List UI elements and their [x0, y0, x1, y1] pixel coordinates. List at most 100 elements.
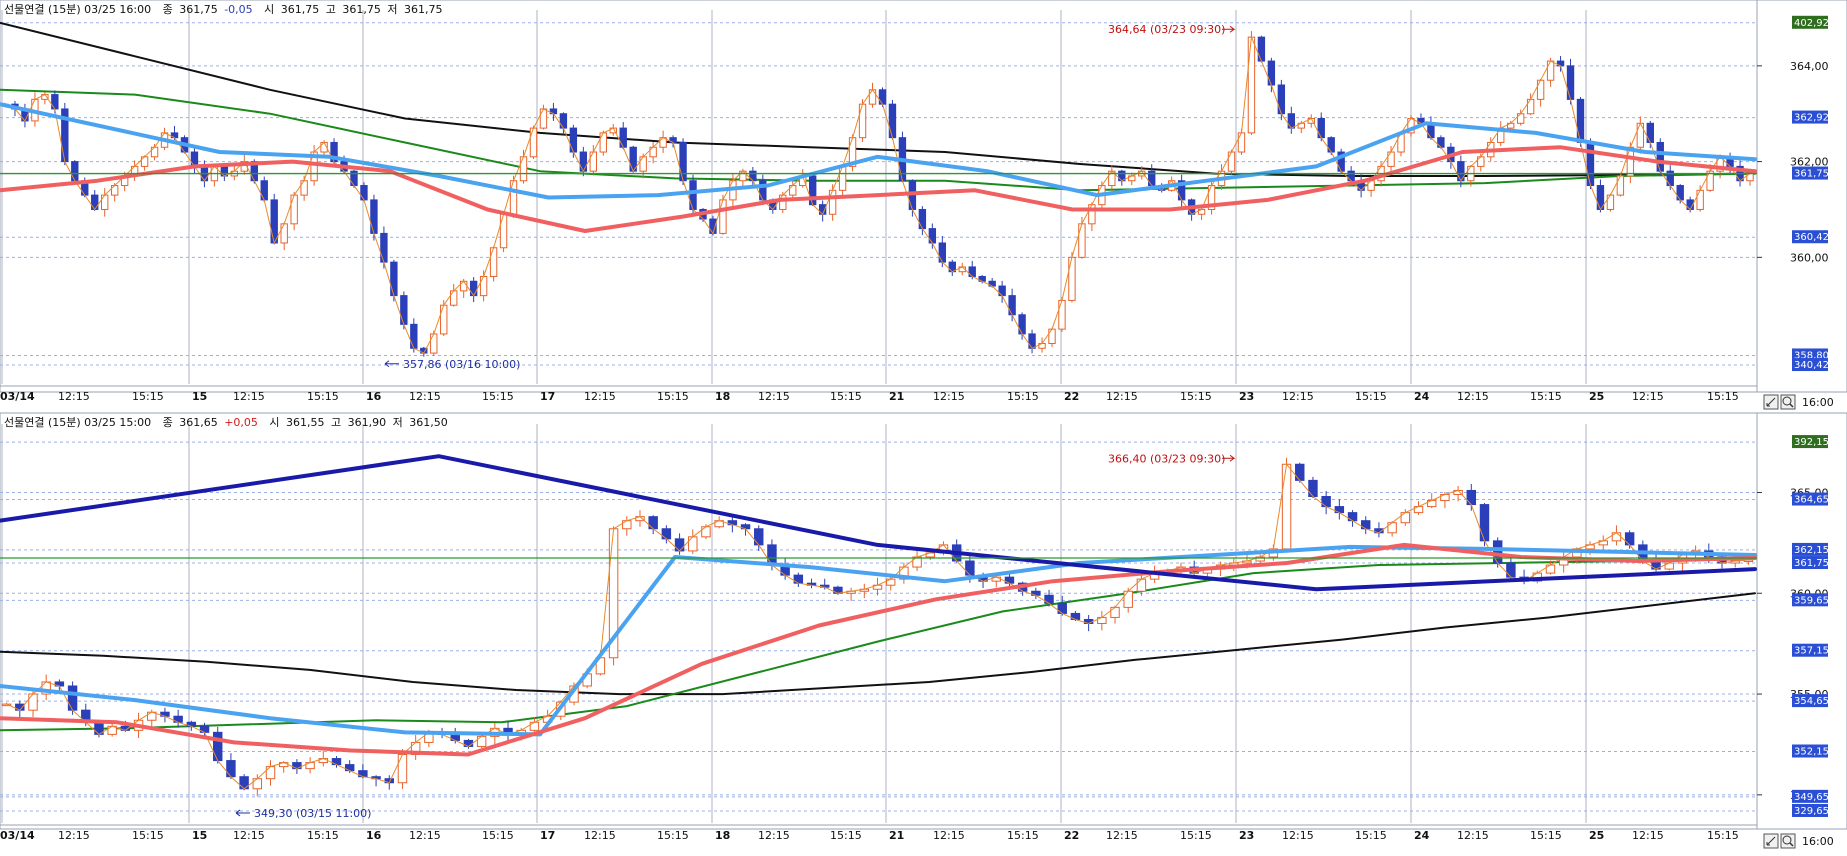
lower-header-name: 선물연결 (15분) 03/25 15:00 [4, 416, 151, 429]
candle-body [1646, 122, 1654, 143]
price-badge-label: 362,92 [1794, 113, 1829, 124]
candle-body [190, 151, 199, 167]
candle-body [539, 108, 548, 129]
candle-body [1044, 594, 1054, 604]
x-time-label: 15:15 [1180, 829, 1212, 842]
x-time-label: 15:15 [482, 829, 514, 842]
candle-body [1267, 60, 1276, 86]
ma-pink-line [0, 145, 1757, 233]
x-time-label: 12:15 [584, 390, 616, 403]
lower-header-open-label: 시 [269, 416, 279, 429]
candle [270, 193, 278, 245]
upper-zoom-icon[interactable] [1780, 394, 1796, 410]
candle-body [1028, 333, 1036, 349]
ma-black-line [0, 592, 1756, 696]
upper-settings-icon[interactable] [1763, 394, 1779, 410]
candle-body [270, 199, 278, 244]
upper-header-high: 361,75 [342, 3, 381, 16]
upper-header-low-label: 저 [387, 3, 397, 16]
candle-body [639, 156, 647, 172]
candle-body [1546, 60, 1555, 81]
price-badge-bg [1792, 803, 1828, 817]
candle-body [1048, 328, 1056, 344]
candle-body [265, 766, 276, 780]
x-time-label: 15:15 [1180, 390, 1212, 403]
candle-body [767, 544, 777, 566]
candle-body [938, 242, 947, 263]
lower-plot-area[interactable] [0, 412, 1758, 830]
ma-pink-line [0, 542, 1757, 757]
lower-header-close-label: 종 [163, 416, 173, 429]
price-badge-bg [1792, 492, 1828, 506]
x-time-label: 12:15 [409, 829, 441, 842]
candle-body [858, 103, 867, 139]
candle-body [410, 323, 418, 349]
price-badge: 357,15 [1792, 643, 1829, 657]
lower-chart-panel[interactable]: 366,40 (03/23 09:30) 349,30 (03/15 11:00)… [0, 412, 1847, 849]
price-badge-bg [1792, 744, 1828, 758]
candle-body [868, 89, 877, 105]
candle [239, 774, 249, 791]
candle-body [469, 280, 478, 297]
candle-body [878, 89, 887, 105]
price-badge-bg [1792, 789, 1828, 803]
candle-body [150, 146, 159, 158]
price-badge-label: 352,15 [1794, 747, 1829, 758]
low-annotation: 357,86 (03/16 10:00) [403, 358, 520, 371]
candle [808, 173, 817, 207]
candle-body [1479, 504, 1490, 542]
candle-body [1308, 479, 1318, 498]
price-badge: 354,65 [1792, 694, 1829, 708]
upper-chart-panel[interactable]: 364,64 (03/23 09:30) 357,86 (03/16 10:00)… [0, 0, 1847, 410]
candle-body [430, 333, 438, 354]
candle-body [1516, 113, 1525, 124]
price-badge: 362,15 [1792, 542, 1829, 556]
candle-body [689, 180, 697, 210]
price-badge-bg [1792, 230, 1828, 244]
price-badge: 361,75 [1792, 166, 1829, 180]
lower-header-low: 361,50 [409, 416, 448, 429]
candle [489, 246, 498, 282]
lower-header-high: 361,90 [348, 416, 387, 429]
close-line [4, 36, 1751, 354]
lower-settings-icon[interactable] [1763, 833, 1779, 849]
candle-body [888, 103, 897, 139]
candle-body [1227, 151, 1236, 172]
candle-body [648, 516, 658, 530]
candle [1606, 193, 1615, 212]
lower-zoom-icon[interactable] [1780, 833, 1796, 849]
candle-body [779, 194, 787, 210]
candle-body [360, 185, 368, 201]
price-badge: 360,42 [1792, 230, 1829, 244]
x-time-label: 15:15 [1530, 390, 1562, 403]
x-day-label: 16 [366, 390, 382, 403]
price-badge-label: 329,65 [1794, 806, 1829, 817]
lower-x-end-label: 16:00 [1802, 835, 1834, 848]
candle-body [1506, 562, 1516, 578]
candle-body [140, 156, 149, 167]
candle [679, 138, 687, 186]
candle-body [1078, 223, 1086, 258]
candle-body [1477, 156, 1485, 167]
price-badge-bg [1792, 435, 1828, 449]
candle [1566, 58, 1575, 105]
candle-body [489, 247, 498, 277]
candle-body [1057, 602, 1067, 614]
x-time-label: 15:15 [1707, 829, 1739, 842]
x-day-label: 17 [540, 390, 555, 403]
ma-green-line [0, 558, 1756, 732]
candle-body [1576, 98, 1585, 143]
low-annotation: 349,30 (03/15 11:00) [254, 807, 371, 820]
candle [1257, 35, 1266, 63]
x-time-label: 12:15 [1282, 829, 1314, 842]
candle-body [688, 536, 698, 552]
x-day-label: 24 [1414, 829, 1430, 842]
candle-body [91, 194, 99, 210]
candle-body [1696, 189, 1704, 210]
candle [1337, 148, 1345, 174]
upper-header-close: 361,75 [179, 3, 218, 16]
candle-body [828, 189, 837, 215]
upper-header-open-label: 시 [264, 3, 274, 16]
close-line [6, 463, 1749, 790]
candle-body [370, 199, 378, 234]
